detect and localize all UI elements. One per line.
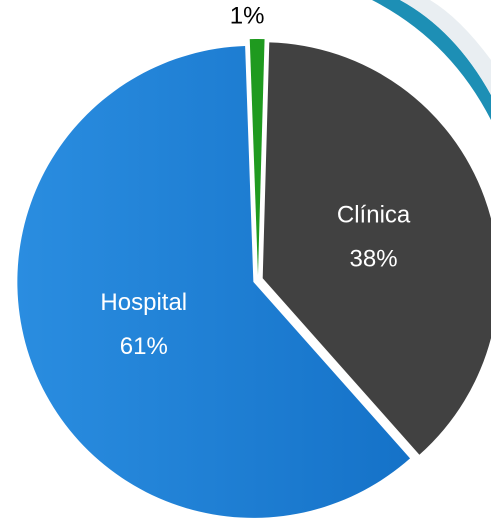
- pie-slice: [262, 42, 491, 455]
- decoration: [400, 0, 491, 95]
- slice-value-label: 1%: [230, 2, 265, 29]
- slice-label: Hospital: [100, 289, 187, 316]
- slice-label: Clínica: [337, 201, 411, 228]
- slice-value-label: 61%: [120, 333, 168, 360]
- pie-slice: [249, 39, 265, 276]
- decoration: [372, 0, 491, 120]
- pie-slice: [17, 46, 411, 518]
- slice-value-label: 38%: [350, 245, 398, 272]
